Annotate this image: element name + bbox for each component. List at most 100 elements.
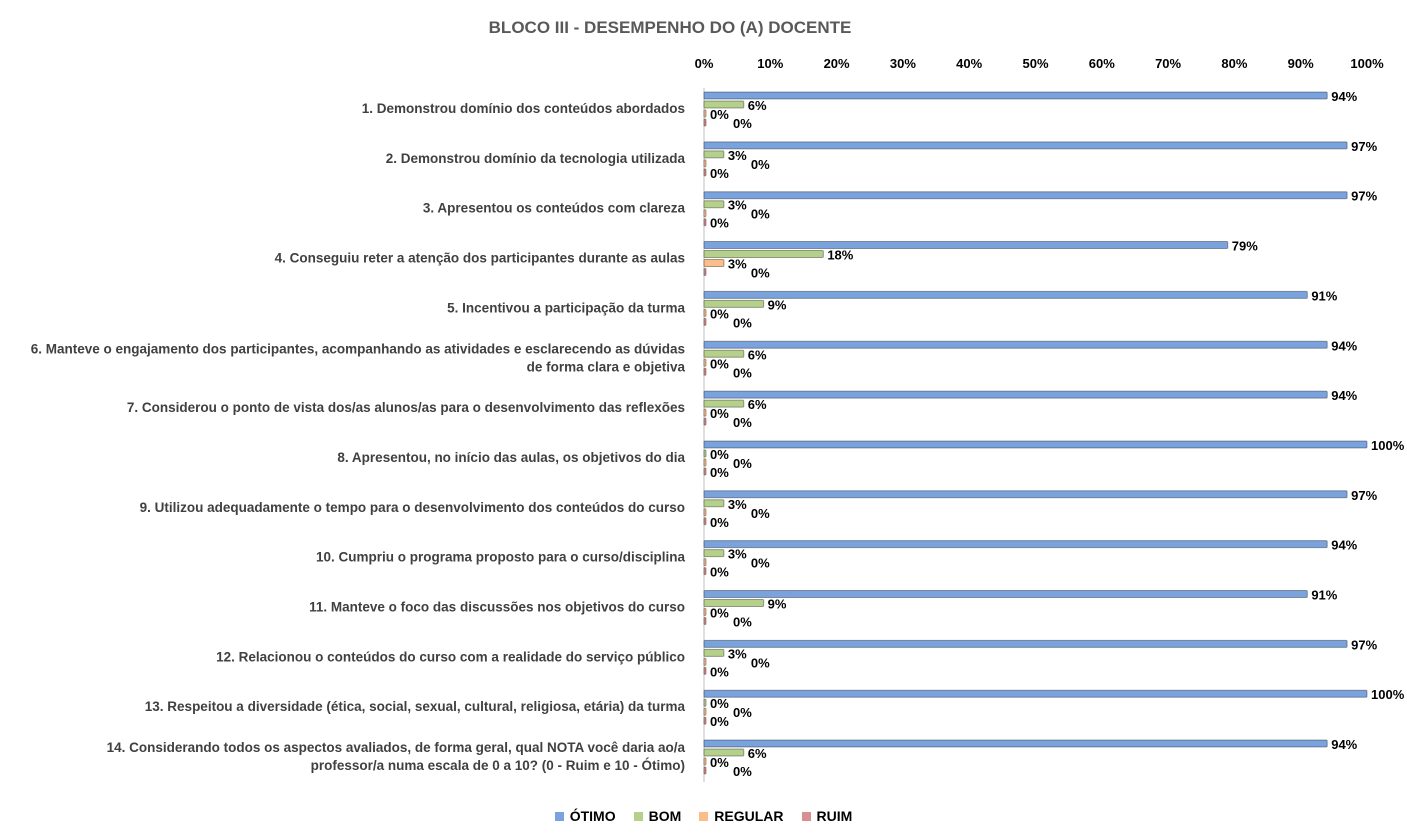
data-label: 3%	[728, 547, 747, 562]
data-label: 9%	[768, 297, 787, 312]
data-label: 0%	[710, 515, 729, 530]
data-label: 0%	[710, 565, 729, 580]
legend-item: RUIM	[801, 808, 853, 824]
legend-swatch	[801, 811, 811, 821]
data-label: 0%	[751, 266, 770, 281]
bar-ruim	[703, 617, 707, 625]
category-label: 2. Demonstrou domínio da tecnologia util…	[386, 151, 686, 166]
bar-bom	[703, 399, 745, 408]
bar-ótimo	[703, 590, 1308, 598]
bar-ruim	[703, 766, 707, 775]
bar-regular	[703, 458, 707, 467]
bar-ruim	[703, 666, 707, 675]
bar-regular	[703, 259, 725, 268]
legend-label: REGULAR	[714, 808, 784, 824]
bar-ótimo	[703, 689, 1368, 698]
bar-ótimo	[703, 141, 1348, 150]
legend-item: REGULAR	[699, 808, 784, 824]
bar-bom	[703, 648, 725, 657]
category-label: 1. Demonstrou domínio dos conteúdos abor…	[362, 101, 685, 116]
data-label: 94%	[1331, 89, 1357, 104]
legend-label: BOM	[648, 808, 682, 824]
x-tick-label: 70%	[1155, 56, 1181, 71]
data-label: 0%	[751, 655, 770, 670]
data-label: 9%	[768, 597, 787, 612]
bar-bom	[703, 748, 745, 757]
legend-label: ÓTIMO	[569, 808, 616, 824]
bar-ruim	[703, 367, 707, 376]
category-label: professor/a numa escala de 0 a 10? (0 - …	[311, 758, 685, 773]
bar-bom	[703, 150, 725, 159]
data-label: 0%	[751, 157, 770, 172]
bar-bom	[703, 449, 707, 458]
data-label: 91%	[1311, 288, 1337, 303]
data-label: 100%	[1371, 438, 1405, 453]
bar-regular	[703, 707, 707, 716]
data-label: 0%	[733, 365, 752, 380]
category-label: 13. Respeitou a diversidade (ética, soci…	[145, 699, 686, 714]
data-label: 94%	[1331, 388, 1357, 403]
data-label: 97%	[1351, 637, 1377, 652]
category-label: 12. Relacionou o conteúdos do curso com …	[216, 649, 685, 664]
data-label: 0%	[733, 764, 752, 779]
data-label: 0%	[710, 465, 729, 480]
bar-ótimo	[703, 739, 1328, 748]
bar-regular	[703, 757, 707, 766]
bar-regular	[703, 508, 707, 517]
x-tick-label: 90%	[1288, 56, 1314, 71]
data-label: 3%	[728, 198, 747, 213]
data-label: 0%	[710, 356, 729, 371]
bar-bom	[703, 499, 725, 508]
bar-bom	[703, 200, 725, 209]
bar-bom	[703, 698, 707, 707]
bar-ruim	[703, 517, 707, 526]
bar-bom	[703, 599, 765, 607]
data-label: 0%	[733, 415, 752, 430]
data-label: 6%	[748, 98, 767, 113]
data-label: 0%	[710, 216, 729, 231]
bar-ótimo	[703, 241, 1229, 250]
bar-ótimo	[703, 91, 1328, 100]
data-label: 97%	[1351, 488, 1377, 503]
bar-ótimo	[703, 340, 1328, 349]
bar-bom	[703, 299, 765, 308]
data-label: 6%	[748, 746, 767, 761]
legend: ÓTIMO BOM REGULAR RUIM	[0, 808, 1407, 824]
legend-swatch	[554, 811, 564, 821]
data-label: 0%	[751, 207, 770, 222]
legend-label: RUIM	[816, 808, 853, 824]
bar-ruim	[703, 168, 707, 177]
bar-ótimo	[703, 390, 1328, 399]
bar-ótimo	[703, 540, 1328, 549]
category-label: 6. Manteve o engajamento dos participant…	[31, 341, 685, 356]
x-tick-label: 30%	[890, 56, 916, 71]
data-label: 0%	[733, 615, 752, 630]
x-tick-label: 100%	[1350, 56, 1384, 71]
bar-ruim	[703, 716, 707, 725]
category-label: de forma clara e objetiva	[527, 359, 686, 374]
bar-ruim	[703, 467, 707, 476]
data-label: 97%	[1351, 139, 1377, 154]
bar-ruim	[703, 417, 707, 426]
category-label: 14. Considerando todos os aspectos avali…	[107, 740, 686, 755]
category-label: 9. Utilizou adequadamente o tempo para o…	[140, 500, 685, 515]
bar-bom	[703, 250, 824, 259]
category-label: 11. Manteve o foco das discussões nos ob…	[309, 600, 685, 615]
data-label: 0%	[751, 506, 770, 521]
bar-regular	[703, 558, 707, 567]
x-tick-label: 40%	[956, 56, 982, 71]
data-label: 0%	[710, 714, 729, 729]
data-label: 6%	[748, 397, 767, 412]
data-label: 3%	[728, 646, 747, 661]
data-label: 0%	[733, 116, 752, 131]
category-label: 5. Incentivou a participação da turma	[447, 300, 685, 315]
bar-regular	[703, 408, 707, 417]
x-tick-label: 20%	[824, 56, 850, 71]
data-label: 0%	[710, 696, 729, 711]
bar-bom	[703, 549, 725, 558]
category-label: 4. Conseguiu reter a atenção dos partici…	[275, 251, 685, 266]
bar-ruim	[703, 268, 707, 277]
bar-regular	[703, 109, 707, 118]
data-label: 6%	[748, 347, 767, 362]
